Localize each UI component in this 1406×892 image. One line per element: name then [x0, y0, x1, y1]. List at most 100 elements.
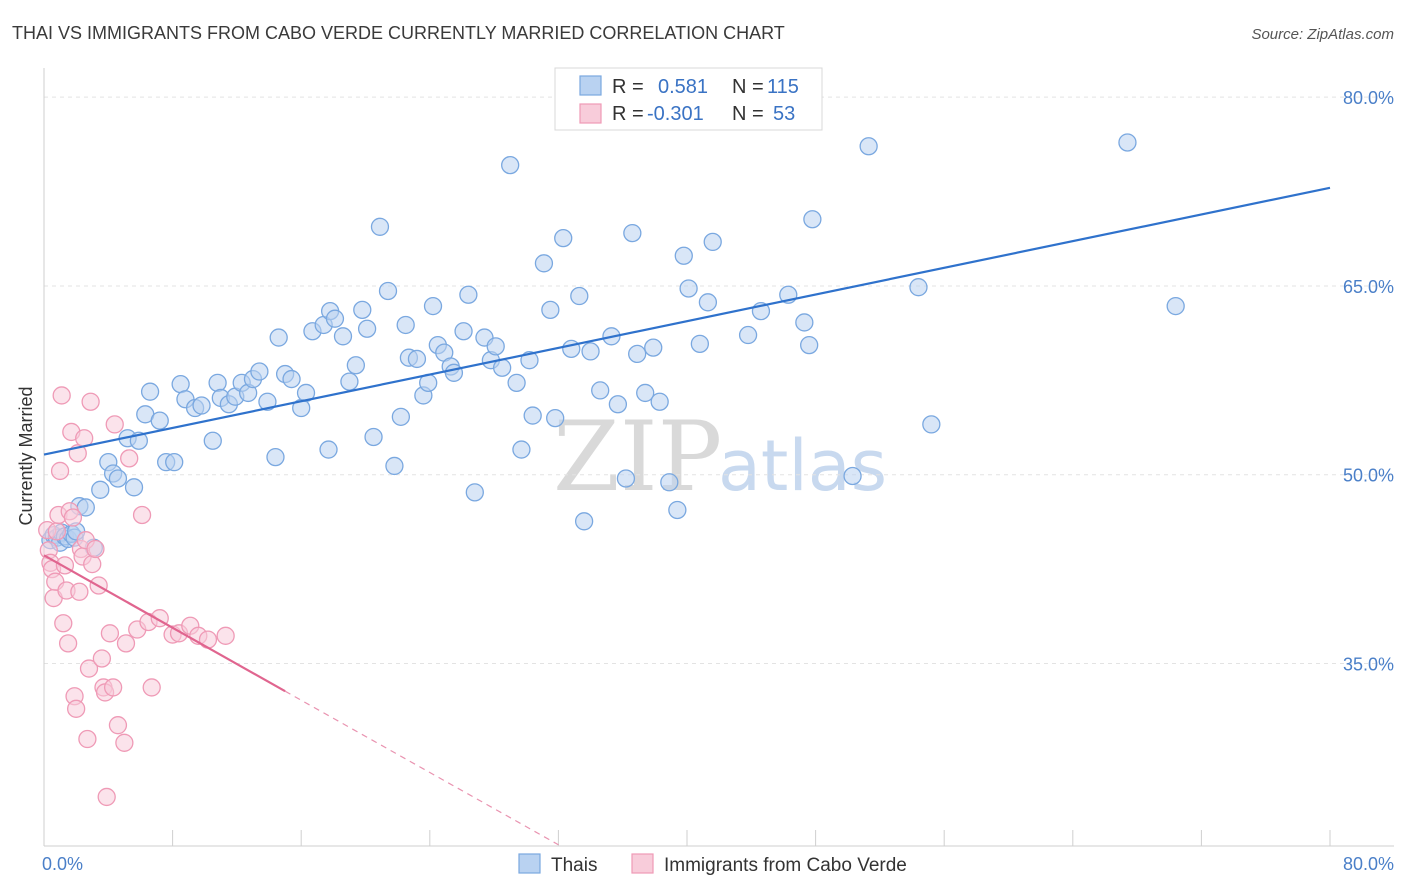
watermark: ZIP atlas — [553, 401, 887, 513]
cabo-verde-point-8 — [50, 461, 70, 481]
thais-point-79 — [512, 440, 531, 459]
bottom-legend-label-cabo-verde: Immigrants from Cabo Verde — [664, 855, 907, 876]
thais-point-28 — [192, 396, 211, 415]
thais-point-89 — [581, 342, 600, 361]
y-axis-label: Currently Married — [16, 386, 36, 525]
thais-point-96 — [636, 383, 655, 403]
cabo-verde-point-25 — [78, 729, 97, 749]
thais-point-115 — [922, 415, 941, 434]
thais-point-22 — [150, 411, 169, 430]
y-tick-label-3: 35.0% — [1343, 655, 1394, 675]
thais-point-49 — [325, 309, 345, 328]
legend: R = 0.581 N = 115 R = -0.301 N = 53 — [554, 67, 823, 131]
cabo-verde-point-31 — [92, 649, 112, 668]
thais-point-24 — [165, 452, 184, 472]
cabo-verde-point-41 — [120, 449, 139, 468]
cabo-verde-point-18 — [67, 699, 86, 718]
thais-point-106 — [738, 325, 758, 345]
y-tick-label-1: 65.0% — [1343, 277, 1394, 297]
thais-point-51 — [340, 372, 359, 391]
thais-point-52 — [346, 356, 366, 375]
thais-point-95 — [628, 344, 647, 364]
thais-point-105 — [703, 232, 722, 252]
thais-point-101 — [674, 246, 693, 265]
thais-point-13 — [91, 480, 110, 499]
thais-point-29 — [203, 431, 222, 450]
thais-point-25 — [171, 374, 190, 394]
thais-point-72 — [465, 483, 484, 502]
axes — [43, 68, 1394, 847]
cabo-verde-trend-line — [43, 554, 286, 693]
thais-point-54 — [357, 319, 377, 338]
legend-r-value-1: -0.301 — [647, 103, 704, 125]
thais-point-40 — [269, 328, 288, 347]
legend-n-label-0: N = — [732, 76, 764, 98]
thais-point-111 — [803, 210, 822, 229]
thais-point-82 — [534, 254, 554, 273]
thais-point-39 — [266, 447, 285, 467]
cabo-verde-point-35 — [100, 624, 120, 643]
thais-point-117 — [1166, 296, 1185, 316]
thais-point-90 — [591, 381, 610, 400]
thais-point-38 — [258, 392, 277, 411]
cabo-verde-point-16 — [63, 508, 83, 527]
legend-swatch-cabo-verde — [579, 103, 602, 124]
cabo-verde-point-36 — [103, 678, 123, 697]
cabo-verde-point-37 — [105, 415, 124, 434]
bottom-legend-label-thais: Thais — [551, 855, 597, 876]
thais-point-69 — [444, 363, 464, 382]
thais-point-71 — [459, 285, 478, 304]
cabo-verde-point-13 — [58, 634, 78, 653]
legend-n-label-1: N = — [732, 103, 764, 125]
bottom-legend-swatch-cabo-verde — [631, 853, 654, 874]
thais-point-37 — [250, 362, 269, 381]
thais-point-114 — [909, 278, 928, 297]
thais-point-65 — [423, 296, 443, 316]
trend-lines — [43, 186, 1331, 846]
legend-r-value-0: 0.581 — [658, 76, 708, 98]
thais-point-53 — [353, 300, 372, 320]
thais-point-50 — [333, 327, 353, 346]
thais-point-21 — [140, 382, 160, 401]
thais-point-62 — [407, 349, 427, 369]
thais-point-16 — [108, 469, 128, 488]
thais-point-58 — [385, 456, 404, 476]
legend-n-value-1: 53 — [773, 103, 795, 125]
thais-point-103 — [690, 334, 710, 353]
cabo-verde-point-40 — [116, 634, 136, 653]
thais-point-75 — [486, 337, 505, 356]
cabo-verde-point-9 — [52, 386, 71, 405]
thais-point-30 — [208, 373, 227, 393]
thais-point-57 — [378, 281, 398, 301]
thais-point-100 — [668, 500, 687, 520]
thais-point-83 — [541, 300, 560, 320]
x-tick-label-0: 0.0% — [42, 854, 83, 874]
thais-point-88 — [574, 512, 594, 531]
thais-point-99 — [660, 473, 679, 492]
legend-n-value-0: 115 — [767, 76, 799, 98]
thais-point-80 — [520, 351, 539, 370]
thais-point-98 — [650, 392, 669, 411]
y-tick-label-2: 50.0% — [1343, 466, 1394, 486]
cabo-verde-point-34 — [97, 787, 116, 807]
cabo-verde-point-52 — [216, 626, 235, 645]
thais-point-110 — [800, 335, 819, 355]
cabo-verde-point-43 — [132, 505, 152, 525]
chart-title: THAI VS IMMIGRANTS FROM CABO VERDE CURRE… — [12, 23, 785, 43]
cabo-verde-point-29 — [86, 539, 105, 559]
x-tick-label-1: 80.0% — [1343, 854, 1394, 874]
thais-point-81 — [523, 406, 542, 425]
chart-source: Source: ZipAtlas.com — [1251, 26, 1394, 43]
thais-point-116 — [1118, 133, 1137, 152]
thais-point-44 — [296, 383, 316, 403]
cabo-verde-point-6 — [47, 522, 67, 541]
thais-point-94 — [623, 223, 642, 243]
cabo-verde-point-20 — [70, 582, 89, 601]
legend-r-label-1: R = — [612, 103, 644, 125]
thais-point-92 — [608, 395, 628, 414]
thais-point-77 — [501, 155, 520, 175]
x-tick-labels: 0.0% 80.0% — [42, 854, 1394, 874]
thais-point-112 — [843, 466, 862, 486]
cabo-verde-point-10 — [54, 614, 73, 633]
